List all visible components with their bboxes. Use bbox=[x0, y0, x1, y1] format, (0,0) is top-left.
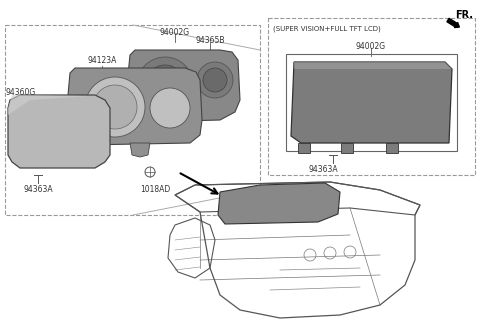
Polygon shape bbox=[128, 50, 240, 122]
Circle shape bbox=[150, 88, 190, 128]
Text: 94002G: 94002G bbox=[160, 28, 190, 37]
Bar bbox=[298, 143, 310, 153]
Text: 94363A: 94363A bbox=[308, 165, 338, 174]
Polygon shape bbox=[218, 183, 340, 224]
Bar bbox=[268, 18, 475, 175]
Text: 94002G: 94002G bbox=[356, 42, 386, 51]
Text: 94363A: 94363A bbox=[23, 185, 53, 194]
Bar bbox=[341, 143, 353, 153]
Bar bbox=[386, 143, 398, 153]
Circle shape bbox=[93, 85, 137, 129]
Bar bbox=[5, 25, 260, 215]
Circle shape bbox=[197, 62, 233, 98]
Text: 94123A: 94123A bbox=[87, 56, 117, 65]
Polygon shape bbox=[294, 62, 452, 69]
Circle shape bbox=[203, 68, 227, 92]
FancyArrow shape bbox=[447, 18, 459, 28]
Text: 94365B: 94365B bbox=[195, 36, 225, 45]
Bar bbox=[286, 54, 457, 151]
Polygon shape bbox=[291, 62, 452, 143]
Text: 1018AD: 1018AD bbox=[140, 185, 170, 194]
Circle shape bbox=[85, 77, 145, 137]
Text: (SUPER VISION+FULL TFT LCD): (SUPER VISION+FULL TFT LCD) bbox=[273, 26, 381, 32]
Text: FR.: FR. bbox=[455, 10, 473, 20]
Circle shape bbox=[137, 57, 193, 113]
Polygon shape bbox=[8, 95, 110, 168]
Polygon shape bbox=[8, 95, 90, 115]
Circle shape bbox=[145, 65, 185, 105]
Polygon shape bbox=[68, 68, 202, 145]
Text: 94360G: 94360G bbox=[5, 88, 35, 97]
Polygon shape bbox=[130, 143, 150, 157]
